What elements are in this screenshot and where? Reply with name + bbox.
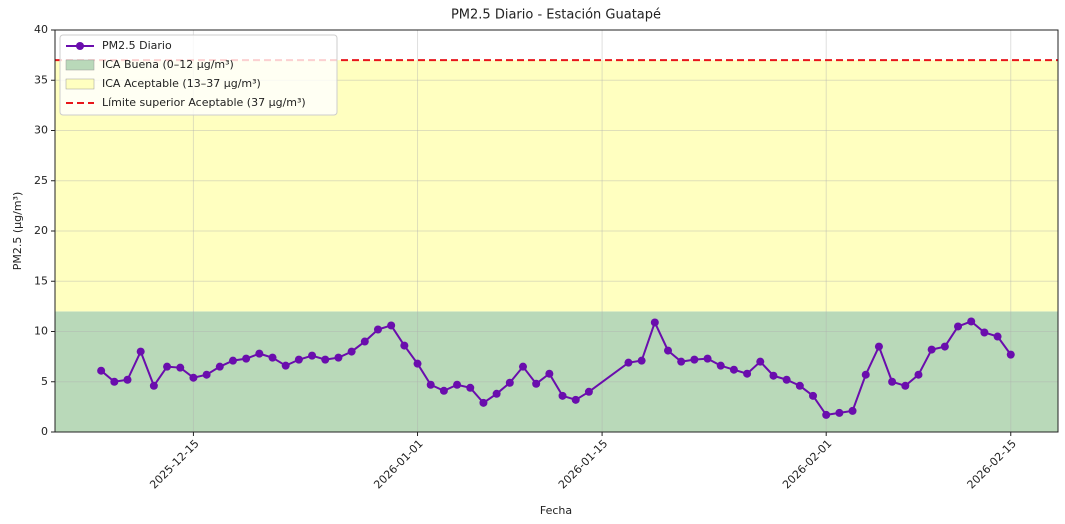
- data-point: [202, 370, 211, 379]
- data-point: [874, 342, 883, 351]
- data-point: [584, 387, 593, 396]
- x-axis-label: Fecha: [540, 504, 572, 517]
- x-tick-label: 2026-02-15: [965, 437, 1019, 491]
- data-point: [163, 362, 172, 371]
- data-point: [176, 363, 185, 372]
- data-point: [373, 325, 382, 334]
- legend-label: Límite superior Aceptable (37 µg/m³): [102, 96, 306, 109]
- data-point: [281, 361, 290, 370]
- legend-swatch: [76, 42, 84, 50]
- data-point: [242, 354, 251, 363]
- data-point: [545, 369, 554, 378]
- x-tick-label: 2025-12-15: [147, 437, 201, 491]
- data-point: [940, 342, 949, 351]
- y-tick-label: 20: [34, 224, 48, 237]
- data-point: [980, 328, 989, 337]
- data-point: [571, 395, 580, 404]
- data-point: [532, 379, 541, 388]
- data-point: [347, 347, 356, 356]
- y-tick-label: 15: [34, 274, 48, 287]
- data-point: [809, 391, 818, 400]
- data-point: [505, 378, 514, 387]
- data-point: [624, 358, 633, 367]
- y-tick-label: 5: [41, 375, 48, 388]
- y-tick-label: 0: [41, 425, 48, 438]
- data-point: [479, 398, 488, 407]
- data-point: [677, 357, 686, 366]
- data-point: [228, 356, 237, 365]
- data-point: [136, 347, 145, 356]
- x-tick-label: 2026-02-01: [780, 437, 834, 491]
- y-tick-label: 35: [34, 73, 48, 86]
- data-point: [716, 361, 725, 370]
- data-point: [690, 355, 699, 364]
- data-point: [914, 370, 923, 379]
- legend-label: ICA Buena (0–12 µg/m³): [102, 58, 234, 71]
- band: [55, 311, 1058, 432]
- data-point: [360, 337, 369, 346]
- data-point: [1006, 350, 1015, 359]
- data-point: [954, 322, 963, 331]
- data-point: [387, 321, 396, 330]
- data-point: [334, 353, 343, 362]
- y-axis-label: PM2.5 (µg/m³): [11, 192, 24, 271]
- data-point: [637, 356, 646, 365]
- data-point: [426, 380, 435, 389]
- data-point: [861, 370, 870, 379]
- y-tick-label: 25: [34, 174, 48, 187]
- data-point: [888, 377, 897, 386]
- data-point: [215, 362, 224, 371]
- legend-box: [59, 34, 338, 116]
- legend-swatch: [65, 59, 95, 71]
- data-point: [769, 371, 778, 380]
- data-point: [848, 406, 857, 415]
- data-point: [255, 349, 264, 358]
- data-point: [453, 380, 462, 389]
- legend-label: PM2.5 Diario: [102, 39, 172, 52]
- data-point: [967, 317, 976, 326]
- data-point: [308, 351, 317, 360]
- data-point: [321, 355, 330, 364]
- data-point: [664, 346, 673, 355]
- legend-swatch: [65, 78, 95, 90]
- chart-title: PM2.5 Diario - Estación Guatapé: [451, 8, 661, 23]
- data-point: [703, 354, 712, 363]
- y-tick-label: 30: [34, 124, 48, 137]
- data-point: [795, 381, 804, 390]
- data-point: [492, 389, 501, 398]
- data-point: [558, 391, 567, 400]
- plot-frame: [54, 29, 1059, 433]
- data-point: [123, 375, 132, 384]
- data-point: [993, 332, 1002, 341]
- data-point: [413, 359, 422, 368]
- data-point: [835, 408, 844, 417]
- data-point: [756, 357, 765, 366]
- data-point: [400, 341, 409, 350]
- y-tick-label: 40: [34, 23, 48, 36]
- data-point: [822, 410, 831, 419]
- data-point: [466, 383, 475, 392]
- data-point: [149, 381, 158, 390]
- data-point: [901, 381, 910, 390]
- data-point: [294, 355, 303, 364]
- data-point: [268, 353, 277, 362]
- x-tick-label: 2026-01-15: [556, 437, 610, 491]
- data-point: [110, 377, 119, 386]
- data-point: [439, 386, 448, 395]
- data-point: [927, 345, 936, 354]
- legend-label: ICA Aceptable (13–37 µg/m³): [102, 77, 261, 90]
- data-point: [189, 373, 198, 382]
- data-point: [650, 318, 659, 327]
- y-tick-label: 10: [34, 325, 48, 338]
- data-point: [97, 366, 106, 375]
- data-point: [782, 375, 791, 384]
- data-point: [743, 369, 752, 378]
- data-point: [518, 362, 527, 371]
- x-tick-label: 2026-01-01: [371, 437, 425, 491]
- data-point: [729, 365, 738, 374]
